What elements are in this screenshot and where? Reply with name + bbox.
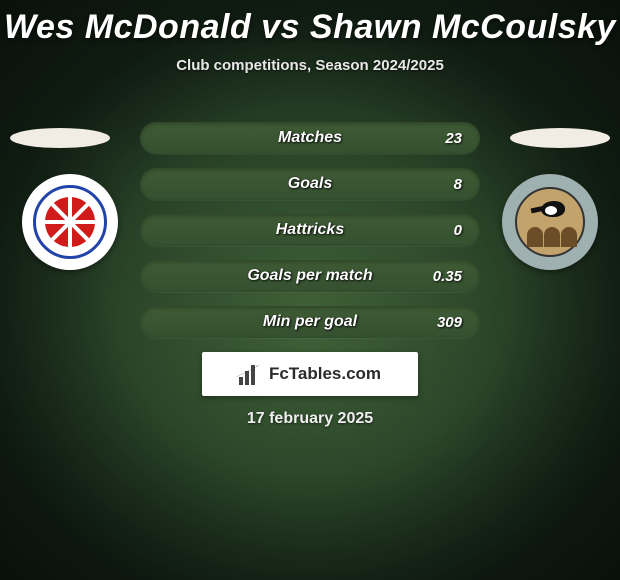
stat-value-right: 23 [430, 130, 462, 147]
comparison-title: Wes McDonald vs Shawn McCoulsky [0, 0, 620, 47]
stat-bar-min-per-goal: Min per goal 309 [140, 306, 480, 338]
stat-label: Goals per match [140, 267, 480, 285]
club-crest-left [22, 174, 118, 270]
hartlepool-crest-icon [33, 185, 107, 259]
infographic-date: 17 february 2025 [0, 410, 620, 428]
bar-chart-icon [239, 363, 261, 385]
player-silhouette-right [510, 128, 610, 148]
brand-box: FcTables.com [202, 352, 418, 396]
stat-bar-goals: Goals 8 [140, 168, 480, 200]
stat-value-right: 0 [430, 222, 462, 239]
stat-label: Min per goal [140, 313, 480, 331]
comparison-subtitle: Club competitions, Season 2024/2025 [0, 57, 620, 74]
player-silhouette-left [10, 128, 110, 148]
notts-county-crest-icon [515, 187, 585, 257]
stat-value-right: 309 [430, 314, 462, 331]
stat-bar-hattricks: Hattricks 0 [140, 214, 480, 246]
stat-value-right: 0.35 [430, 268, 462, 285]
stat-label: Matches [140, 129, 480, 147]
stat-value-right: 8 [430, 176, 462, 193]
club-crest-right [502, 174, 598, 270]
brand-text: FcTables.com [269, 364, 381, 384]
infographic-stage: Wes McDonald vs Shawn McCoulsky Club com… [0, 0, 620, 580]
stat-label: Hattricks [140, 221, 480, 239]
stat-label: Goals [140, 175, 480, 193]
stat-bar-goals-per-match: Goals per match 0.35 [140, 260, 480, 292]
stat-bar-matches: Matches 23 [140, 122, 480, 154]
stat-bars: Matches 23 Goals 8 Hattricks 0 Goals per… [140, 122, 480, 338]
